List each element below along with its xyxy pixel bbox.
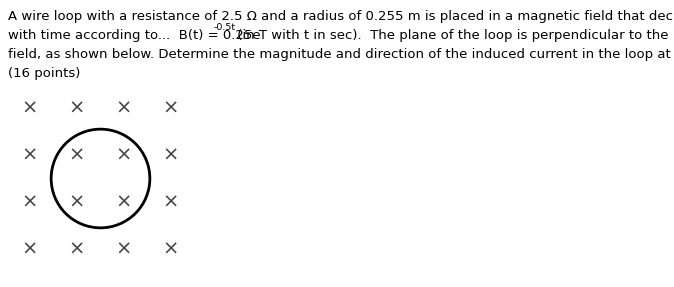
Text: (in T with t in sec).  The plane of the loop is perpendicular to the: (in T with t in sec). The plane of the l…: [233, 29, 669, 42]
Text: ×: ×: [163, 146, 179, 164]
Text: ×: ×: [22, 146, 38, 164]
Text: A wire loop with a resistance of 2.5 Ω and a radius of 0.255 m is placed in a ma: A wire loop with a resistance of 2.5 Ω a…: [8, 10, 674, 23]
Text: ×: ×: [22, 193, 38, 212]
Text: ×: ×: [69, 193, 85, 212]
Text: with time according to...  B(t) = 0.25e: with time according to... B(t) = 0.25e: [8, 29, 261, 42]
Text: ×: ×: [116, 193, 132, 212]
Text: (16 points): (16 points): [8, 67, 80, 80]
Text: ×: ×: [69, 239, 85, 259]
Text: ×: ×: [69, 146, 85, 164]
Text: ×: ×: [69, 98, 85, 117]
Text: ×: ×: [22, 239, 38, 259]
Text: ×: ×: [163, 98, 179, 117]
Text: field, as shown below. Determine the magnitude and direction of the induced curr: field, as shown below. Determine the mag…: [8, 48, 674, 61]
Text: ×: ×: [116, 98, 132, 117]
Text: ×: ×: [22, 98, 38, 117]
Text: ×: ×: [163, 239, 179, 259]
Text: ×: ×: [116, 239, 132, 259]
Text: -0.5t: -0.5t: [214, 23, 236, 32]
Text: ×: ×: [116, 146, 132, 164]
Text: ×: ×: [163, 193, 179, 212]
